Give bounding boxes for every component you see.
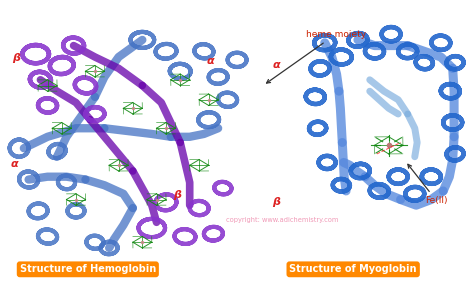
Text: heme moiety: heme moiety bbox=[266, 30, 366, 83]
Text: Fe(II): Fe(II) bbox=[408, 164, 448, 205]
Text: α: α bbox=[10, 159, 18, 169]
Text: β: β bbox=[12, 53, 20, 63]
Text: Structure of Hemoglobin: Structure of Hemoglobin bbox=[20, 264, 156, 274]
Text: α: α bbox=[206, 56, 214, 66]
Text: β: β bbox=[173, 190, 181, 200]
Text: α: α bbox=[273, 60, 280, 70]
Text: Structure of Myoglobin: Structure of Myoglobin bbox=[290, 264, 417, 274]
Text: β: β bbox=[273, 197, 281, 207]
Text: copyright: www.adichemistry.com: copyright: www.adichemistry.com bbox=[226, 217, 338, 223]
